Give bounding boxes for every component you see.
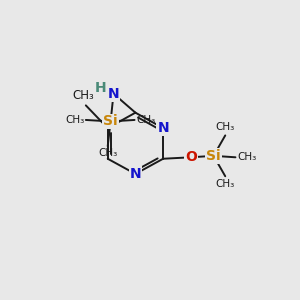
Text: N: N <box>130 167 141 181</box>
Text: CH₃: CH₃ <box>136 115 155 125</box>
Text: N: N <box>108 87 119 101</box>
Text: CH₃: CH₃ <box>72 89 94 103</box>
Text: CH₃: CH₃ <box>238 152 257 162</box>
Text: Si: Si <box>206 149 221 163</box>
Text: H: H <box>94 82 106 95</box>
Text: CH₃: CH₃ <box>98 148 117 158</box>
Text: CH₃: CH₃ <box>216 122 235 133</box>
Text: N: N <box>157 121 169 135</box>
Text: CH₃: CH₃ <box>65 115 84 125</box>
Text: Si: Si <box>103 114 118 128</box>
Text: CH₃: CH₃ <box>216 179 235 189</box>
Text: O: O <box>185 150 197 164</box>
